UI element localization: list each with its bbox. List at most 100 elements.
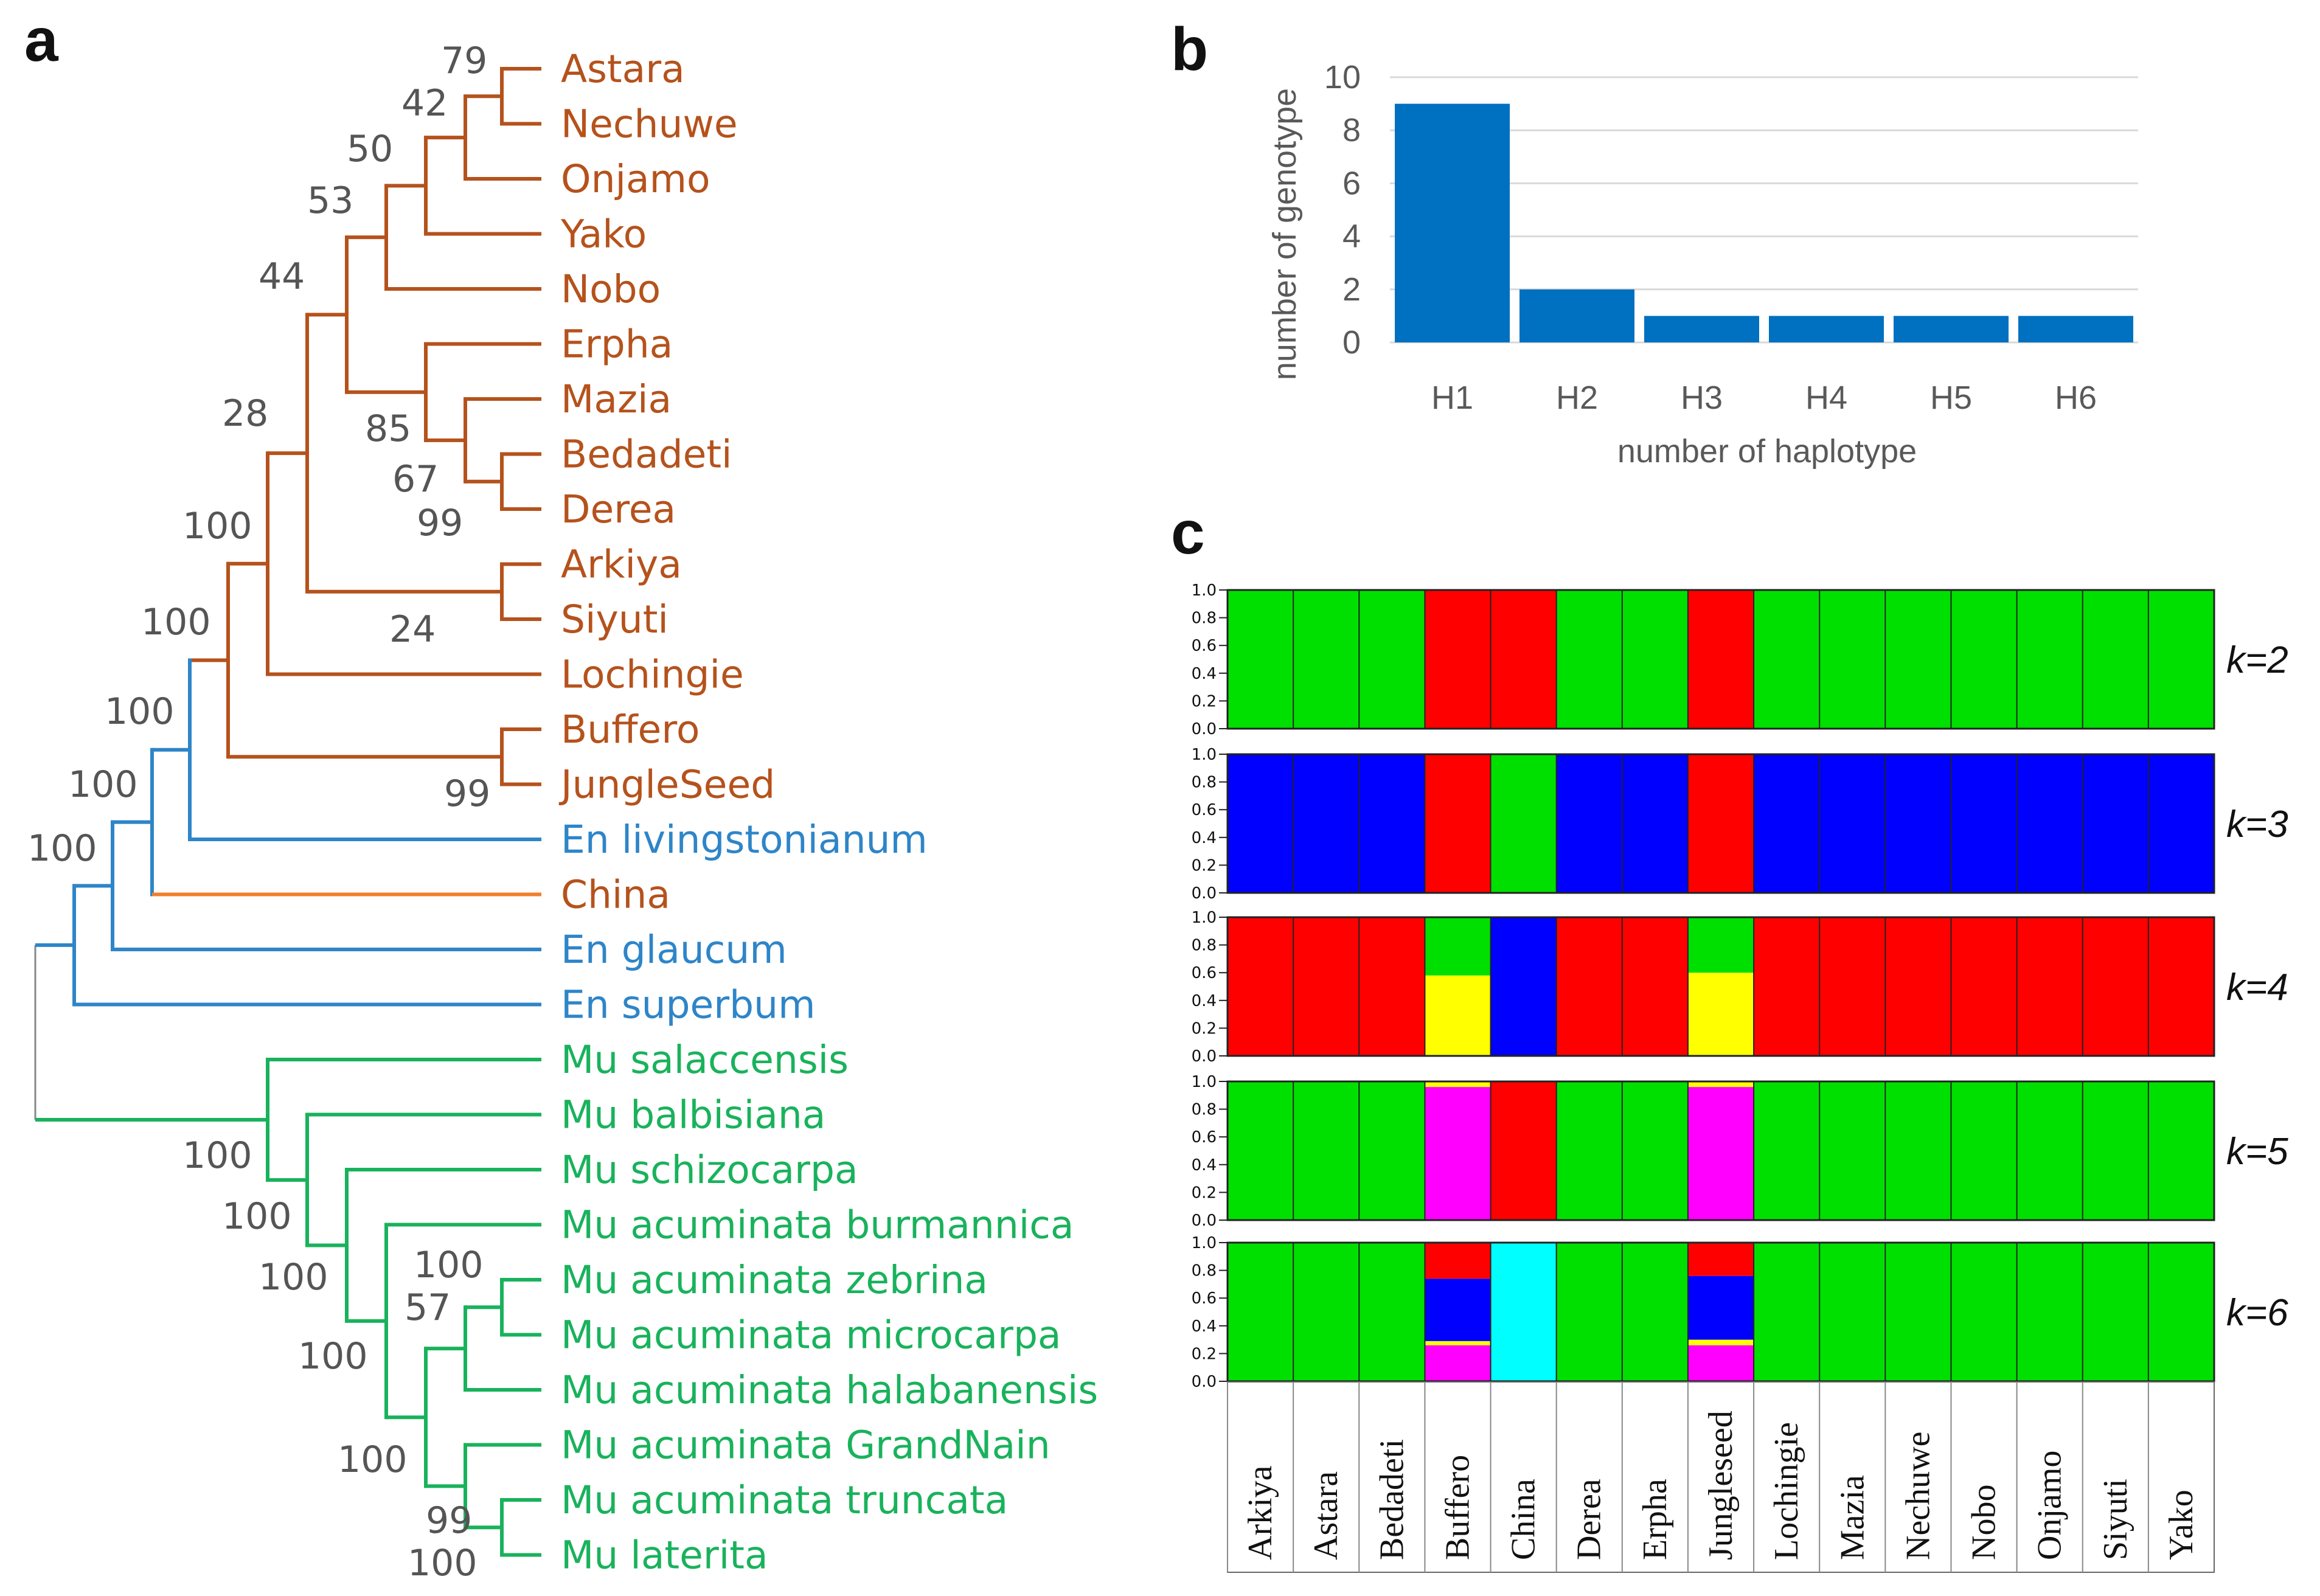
bootstrap-value: 57 — [405, 1286, 451, 1329]
structure-segment — [1228, 590, 1294, 729]
structure-y-tick: 0.8 — [1192, 937, 1217, 955]
structure-segment — [1622, 1243, 1689, 1381]
structure-segment — [2148, 1243, 2215, 1381]
structure-segment — [2082, 754, 2149, 893]
structure-y-tick: 0.4 — [1192, 1317, 1217, 1336]
structure-sample-label: Nobo — [1965, 1485, 2003, 1560]
structure-segment — [1228, 754, 1294, 893]
structure-segment — [1819, 1243, 1886, 1381]
haplotype-bar-chart: 0 2 4 6 8 10 H1 H2 H3 H4 H5 H6 number of haplotype… — [1266, 59, 2138, 470]
structure-segment — [1425, 1243, 1492, 1279]
bar-chart-y-tick: 0 — [1342, 324, 1361, 361]
bootstrap-value: 53 — [307, 179, 353, 222]
structure-sample-label: Bedadeti — [1373, 1439, 1411, 1560]
structure-segment — [1359, 754, 1425, 893]
structure-y-tick: 0.8 — [1192, 1101, 1217, 1119]
structure-y-tick: 0.6 — [1192, 1289, 1217, 1308]
taxon-label: Arkiya — [561, 543, 682, 587]
taxon-label: En livingstonianum — [561, 817, 928, 862]
structure-sample-label: Derea — [1571, 1479, 1608, 1560]
structure-sample-label: China — [1505, 1479, 1543, 1560]
bar-h1 — [1395, 103, 1510, 342]
structure-segment — [1556, 754, 1623, 893]
structure-segment — [1754, 1243, 1820, 1381]
taxon-label: Mu balbisiana — [561, 1093, 825, 1137]
structure-segment — [1754, 754, 1820, 893]
bar-chart-y-tick: 10 — [1324, 59, 1361, 95]
structure-panel-frame — [1226, 753, 2215, 894]
structure-segment — [1622, 1081, 1689, 1220]
bar-h4 — [1769, 316, 1884, 342]
taxon-label: En superbum — [561, 983, 815, 1027]
structure-panel-3: 0.0 0.2 0.4 0.6 0.8 1.0 k=4 — [1192, 909, 2288, 1066]
taxon-label: Nechuwe — [561, 102, 738, 147]
taxon-label: Astara — [561, 47, 685, 91]
structure-y-tick: 0.8 — [1192, 774, 1217, 792]
structure-y-tick: 0.2 — [1192, 692, 1217, 710]
bootstrap-value: 42 — [401, 82, 448, 125]
structure-k-label: k=6 — [2226, 1292, 2288, 1334]
structure-segment — [1425, 1081, 1492, 1088]
structure-sample-label: Lochingie — [1768, 1422, 1805, 1560]
structure-segment — [1754, 590, 1820, 729]
structure-segment — [1819, 590, 1886, 729]
tree-branches — [34, 67, 541, 1557]
taxon-label: Derea — [561, 487, 676, 532]
bootstrap-value: 99 — [444, 772, 490, 815]
structure-sample-label: Mazia — [1833, 1475, 1871, 1560]
taxon-label: En glaucum — [561, 928, 787, 972]
structure-segment — [1425, 917, 1492, 976]
bootstrap-value: 100 — [298, 1335, 368, 1378]
taxon-label: Nobo — [561, 267, 661, 311]
structure-k-label: k=3 — [2226, 803, 2288, 845]
bar-chart-gridlines — [1390, 76, 2138, 344]
structure-segment — [1622, 754, 1689, 893]
structure-segment — [1951, 590, 2018, 729]
bootstrap-value: 85 — [365, 408, 411, 450]
structure-segment — [1490, 754, 1557, 893]
bar-chart-x-axis-label: number of haplotype — [1617, 433, 1917, 470]
structure-segment — [2016, 1243, 2083, 1381]
structure-panel-2: 0.0 0.2 0.4 0.6 0.8 1.0 k=3 — [1192, 746, 2288, 903]
structure-segment — [1425, 1087, 1492, 1220]
structure-segment — [1359, 1081, 1425, 1220]
structure-segment — [1622, 917, 1689, 1056]
structure-k-label: k=2 — [2226, 639, 2288, 681]
structure-y-tick: 0.4 — [1192, 665, 1217, 683]
structure-y-tick: 1.0 — [1192, 1073, 1217, 1091]
bootstrap-value: 67 — [392, 458, 439, 501]
structure-segment — [1687, 917, 1754, 973]
bootstrap-value: 99 — [417, 502, 463, 544]
structure-y-tick: 0.0 — [1192, 1373, 1217, 1391]
structure-y-tick: 0.6 — [1192, 801, 1217, 819]
bar-chart-y-tick: 8 — [1342, 112, 1361, 148]
taxon-label: Mu schizocarpa — [561, 1148, 858, 1192]
bootstrap-value: 100 — [68, 763, 138, 806]
structure-segment — [1425, 590, 1492, 729]
structure-segment — [1359, 917, 1425, 1056]
bar-chart-y-tick: 6 — [1342, 165, 1361, 201]
structure-segment — [1425, 1279, 1492, 1341]
phylogenetic-tree: Astara Nechuwe Onjamo Yako Nobo Erpha Mazia Bed… — [27, 40, 1098, 1584]
structure-y-tick: 0.2 — [1192, 1345, 1217, 1363]
bar-chart-y-tick: 2 — [1342, 271, 1361, 308]
bootstrap-value: 100 — [338, 1438, 408, 1481]
structure-segment — [2082, 1081, 2149, 1220]
structure-y-tick: 0.6 — [1192, 1128, 1217, 1147]
structure-segment — [2082, 590, 2149, 729]
bootstrap-value: 100 — [259, 1256, 328, 1299]
structure-y-tick: 0.4 — [1192, 829, 1217, 847]
bootstrap-value: 79 — [441, 40, 487, 82]
structure-panel-5: 0.0 0.2 0.4 0.6 0.8 1.0 k=6 — [1192, 1234, 2289, 1391]
taxon-label: Mu acuminata microcarpa — [561, 1313, 1061, 1358]
structure-k-label: k=5 — [2226, 1131, 2288, 1173]
structure-segment — [1293, 917, 1360, 1056]
structure-y-tick: 0.0 — [1192, 884, 1217, 903]
structure-segment — [1359, 590, 1425, 729]
structure-segment — [2016, 754, 2083, 893]
bootstrap-value: 44 — [259, 255, 305, 298]
structure-segment — [1885, 590, 1951, 729]
structure-y-tick: 0.2 — [1192, 856, 1217, 875]
structure-y-tick: 0.4 — [1192, 992, 1217, 1010]
